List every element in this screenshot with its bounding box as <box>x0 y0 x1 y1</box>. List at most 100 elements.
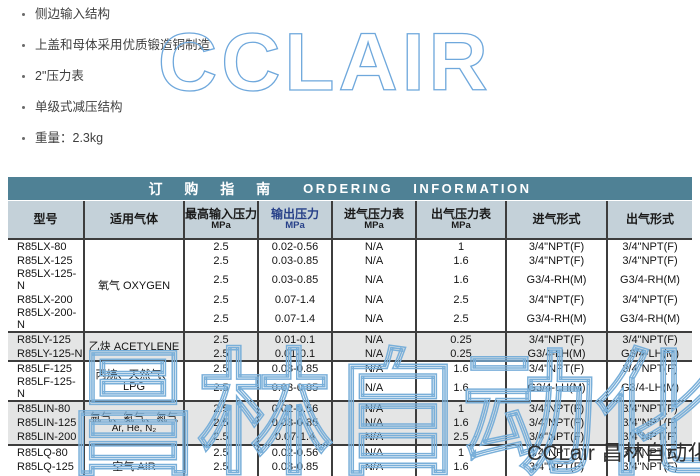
value-cell: N/A <box>331 430 416 446</box>
feature-item: 侧边输入结构 <box>22 8 210 21</box>
column-header: 输出压力 MPa <box>257 201 332 240</box>
feature-text: 重量：2.3kg <box>35 131 104 145</box>
feature-item: 2"压力表 <box>22 70 210 83</box>
brand-footer: CCLair 昌林自动化 <box>527 442 700 465</box>
value-cell: G3/4-LH(M) <box>505 376 607 402</box>
column-header-unit: MPa <box>451 220 471 231</box>
value-cell: N/A <box>331 307 416 333</box>
order-table-body: R85LX-80 氧气 OXYGEN 2.5 0.02-0.56 N/A 1 3/4"NPT… <box>8 237 692 476</box>
table-title-cn: 订 购 指 南 <box>148 180 280 197</box>
gas-cell: 空气 AIR <box>83 444 184 476</box>
value-cell: 3/4"NPT(F) <box>606 459 692 475</box>
value-cell: N/A <box>331 292 416 308</box>
value-cell: N/A <box>331 331 416 347</box>
value-cell: N/A <box>331 346 416 362</box>
table-row: R85LIN-200 2.5 0.07-1.4 N/A 2.5 3/4"NPT(F) 3/4… <box>8 430 692 446</box>
value-cell: 2.5 <box>183 444 258 460</box>
value-cell: 0.02-0.56 <box>257 400 332 416</box>
table-row: R85LQ-125 2.5 0.03-0.85 N/A 1.6 3/4"NPT(F) 3/4… <box>8 459 692 475</box>
value-cell: 0.02-0.56 <box>257 238 332 254</box>
value-cell: 0.07-1.4 <box>257 292 332 308</box>
bullet-dot <box>22 106 25 109</box>
value-cell: 0.03-0.85 <box>257 415 332 431</box>
column-header-unit: MPa <box>285 220 305 231</box>
value-cell: N/A <box>331 238 416 254</box>
value-cell: 3/4"NPT(F) <box>606 292 692 308</box>
feature-text: 侧边输入结构 <box>35 7 111 21</box>
feature-item: 重量：2.3kg <box>22 132 210 145</box>
column-header-unit: MPa <box>211 220 231 231</box>
column-header: 型号 <box>8 201 84 240</box>
value-cell: 1.6 <box>415 376 506 402</box>
value-cell: G3/4-RH(M) <box>606 307 692 333</box>
value-cell: 2.5 <box>183 376 258 402</box>
value-cell: 2.5 <box>183 268 258 293</box>
table-row: R85LX-200 2.5 0.07-1.4 N/A 2.5 3/4"NPT(F) 3/4"… <box>8 292 692 308</box>
value-cell: 3/4"NPT(F) <box>606 444 692 460</box>
table-row: R85LX-125 2.5 0.03-0.85 N/A 1.6 3/4"NPT(F) 3/4… <box>8 253 692 269</box>
table-row: R85LY-125 乙炔 ACETYLENE 2.5 0.01-0.1 N/A 0.25 3… <box>8 331 692 362</box>
value-cell: G3/4-LH(M) <box>606 346 692 362</box>
value-cell: G3/4-RH(M) <box>505 268 607 293</box>
ordering-table: 订 购 指 南 ORDERING INFORMATION 型号 适用气体 最高输入压… <box>8 177 692 476</box>
column-header: 进气形式 <box>505 201 607 240</box>
value-cell: 2.5 <box>183 253 258 269</box>
value-cell: 2.5 <box>183 459 258 475</box>
value-cell: 3/4"NPT(F) <box>505 444 607 460</box>
bullet-dot <box>22 44 25 47</box>
value-cell: 0.07-1.4 <box>257 430 332 446</box>
cclair-watermark: CCLAIR <box>158 16 488 108</box>
column-header: 进气压力表 MPa <box>331 201 416 240</box>
feature-list: 侧边输入结构 上盖和母体采用优质锻造铜制造 2"压力表 单级式减压结构 重量：2.3kg <box>22 8 210 163</box>
gas-cell: 氧气 OXYGEN <box>83 237 184 333</box>
table-row: R85LF-125-N 2.5 0.03-0.85 N/A 1.6 G3/4-LH(M) G… <box>8 376 692 402</box>
value-cell: 2.5 <box>183 430 258 446</box>
value-cell: 3/4"NPT(F) <box>606 400 692 416</box>
value-cell: 2.5 <box>415 292 506 308</box>
value-cell: 0.02-0.56 <box>257 444 332 460</box>
value-cell: 3/4"NPT(F) <box>606 360 692 377</box>
value-cell: N/A <box>331 459 416 475</box>
bullet-dot <box>22 13 25 16</box>
value-cell: 1 <box>415 400 506 416</box>
table-row: R85LX-80 氧气 OXYGEN 2.5 0.02-0.56 N/A 1 3/4"NPT… <box>8 237 692 333</box>
model-cell: R85LF-125 <box>8 360 84 377</box>
value-cell: 2.5 <box>415 430 506 446</box>
model-cell: R85LQ-80 <box>8 444 84 460</box>
value-cell: 2.5 <box>183 360 258 377</box>
table-row: R85LX-200-N 2.5 0.07-1.4 N/A 2.5 G3/4-RH(M) G3… <box>8 307 692 333</box>
value-cell: 3/4"NPT(F) <box>505 253 607 269</box>
feature-item: 单级式减压结构 <box>22 101 210 114</box>
model-cell: R85LIN-125 <box>8 415 84 431</box>
value-cell: 0.25 <box>415 331 506 347</box>
bullet-dot <box>22 75 25 78</box>
value-cell: 3/4"NPT(F) <box>606 415 692 431</box>
value-cell: 2.5 <box>183 292 258 308</box>
value-cell: 1 <box>415 238 506 254</box>
order-table: 型号 适用气体 最高输入压力 MPa 输出压力 MPa 进气压力表 MPa 出气压力表 MPa 进气… <box>8 201 692 476</box>
model-cell: R85LIN-200 <box>8 430 84 446</box>
value-cell: N/A <box>331 400 416 416</box>
value-cell: G3/4-RH(M) <box>606 268 692 293</box>
model-cell: R85LX-200 <box>17 293 73 306</box>
value-cell: 3/4"NPT(F) <box>606 331 692 347</box>
value-cell: 2.5 <box>183 238 258 254</box>
column-header: 最高输入压力 MPa <box>183 201 258 240</box>
value-cell: N/A <box>331 444 416 460</box>
value-cell: 3/4"NPT(F) <box>505 331 607 347</box>
value-cell: 2.5 <box>183 400 258 416</box>
model-cell: R85LY-125-N <box>8 346 84 362</box>
table-title-band: 订 购 指 南 ORDERING INFORMATION <box>8 177 692 201</box>
model-cell: R85LF-125-N <box>17 376 76 401</box>
column-header: 出气压力表 MPa <box>415 201 506 240</box>
table-row: R85LF-125 丙烷、天然气、LPG 2.5 0.03-0.85 N/A 1.6 3/4… <box>8 360 692 402</box>
value-cell: 2.5 <box>183 331 258 347</box>
value-cell: 0.01-0.1 <box>257 331 332 347</box>
table-row: R85LY-125-N 2.5 0.01-0.1 N/A 0.25 G3/4-LH(M) G… <box>8 346 692 362</box>
model-cell: R85LX-200-N <box>17 307 77 332</box>
model-cell: R85LX-125 <box>17 255 73 268</box>
value-cell: 3/4"NPT(F) <box>505 400 607 416</box>
value-cell: 3/4"NPT(F) <box>606 253 692 269</box>
value-cell: 3/4"NPT(F) <box>505 360 607 377</box>
